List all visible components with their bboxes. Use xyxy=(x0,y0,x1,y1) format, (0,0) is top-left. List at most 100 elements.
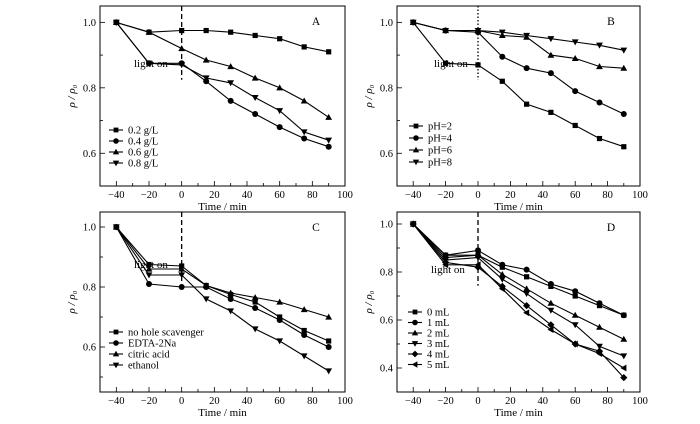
data-point xyxy=(475,62,481,68)
x-tick-label: 80 xyxy=(307,190,318,201)
x-tick-label: −40 xyxy=(405,396,421,407)
data-point xyxy=(203,27,209,34)
data-point xyxy=(498,285,505,293)
legend-marker xyxy=(412,309,418,315)
legend-item: citric acid xyxy=(109,350,170,361)
data-point xyxy=(178,284,185,290)
legend-item: pH=4 xyxy=(409,134,453,145)
x-tick-label: 60 xyxy=(570,190,581,201)
legend-item: 0.8 g/L xyxy=(109,159,158,170)
x-tick-label: 80 xyxy=(602,190,613,201)
x-axis-label: Time / min xyxy=(198,201,247,213)
x-axis-label: Time / min xyxy=(494,407,543,419)
legend-marker xyxy=(411,329,419,336)
data-point xyxy=(409,220,416,228)
legend-item: EDTA-2Na xyxy=(109,339,176,350)
data-point xyxy=(523,291,530,297)
legend-marker xyxy=(412,319,418,326)
x-tick-label: 40 xyxy=(538,190,549,201)
legend-marker xyxy=(413,135,419,141)
data-point xyxy=(443,60,449,66)
y-axis-label: ρ / ρ₀ xyxy=(66,84,78,108)
legend-label: pH=8 xyxy=(428,158,452,169)
legend-label: 0.6 g/L xyxy=(128,148,158,159)
legend-item: no hole scavenger xyxy=(109,328,204,339)
data-point xyxy=(547,299,555,306)
data-point xyxy=(326,49,332,55)
data-point xyxy=(547,70,554,77)
data-point xyxy=(325,313,333,320)
legend-label: pH=4 xyxy=(428,134,453,145)
data-point xyxy=(178,272,186,279)
data-point xyxy=(499,53,506,60)
data-point xyxy=(523,32,530,39)
legend-item: 0.6 g/L xyxy=(109,148,158,159)
y-tick-label: 0.8 xyxy=(83,83,96,94)
data-point xyxy=(572,122,578,129)
data-point xyxy=(325,344,332,350)
data-point xyxy=(178,62,186,69)
x-tick-label: 80 xyxy=(307,396,318,407)
panel-label: D xyxy=(607,222,615,234)
data-point xyxy=(474,27,482,34)
y-tick-label: 1.0 xyxy=(380,220,393,231)
data-point xyxy=(178,45,186,52)
x-tick-label: 60 xyxy=(570,396,581,407)
data-point xyxy=(146,281,152,287)
data-point xyxy=(547,281,554,287)
data-point xyxy=(474,255,482,261)
data-point xyxy=(252,305,259,311)
legend-item: 0.4 g/L xyxy=(109,137,158,148)
x-tick-label: 20 xyxy=(209,396,220,407)
legend-item: 5 mL xyxy=(408,360,449,371)
panel-label: C xyxy=(312,222,320,234)
data-point xyxy=(325,113,333,120)
y-tick-label: 0.6 xyxy=(380,149,393,160)
legend-marker xyxy=(411,361,418,368)
legend-label: 0.4 g/L xyxy=(128,137,158,148)
legend-item: 0.2 g/L xyxy=(109,126,158,137)
data-point xyxy=(252,111,259,117)
data-point xyxy=(276,108,284,115)
legend-item: pH=6 xyxy=(409,146,452,157)
data-point xyxy=(227,308,235,315)
y-axis-label: ρ / ρ₀ xyxy=(363,84,375,108)
data-point xyxy=(409,19,417,26)
x-axis-label: Time / min xyxy=(198,407,247,419)
data-point xyxy=(252,299,258,305)
x-tick-label: 40 xyxy=(242,396,253,407)
x-tick-label: 40 xyxy=(538,396,549,407)
x-tick-label: 100 xyxy=(632,190,648,201)
data-point xyxy=(301,44,307,50)
series-4 xyxy=(112,224,333,375)
data-point xyxy=(499,261,506,268)
legend-label: 0.2 g/L xyxy=(128,126,158,137)
data-point xyxy=(572,288,579,295)
x-tick-label: 60 xyxy=(274,190,285,201)
legend-label: 0 mL xyxy=(427,308,449,319)
legend-marker xyxy=(112,350,120,357)
data-point xyxy=(524,274,530,280)
data-point xyxy=(442,261,449,269)
data-point xyxy=(301,135,308,142)
panel-label: A xyxy=(312,16,321,28)
data-point xyxy=(620,64,628,71)
panel-d: −40 −20 0 20 40 60 80 100 0.4 0.6 0.8 1.0 Time / min… xyxy=(363,211,648,419)
legend-marker xyxy=(412,159,420,166)
series-1 xyxy=(113,19,332,55)
x-tick-label: −40 xyxy=(108,396,124,407)
data-point xyxy=(227,289,235,296)
legend-label: EDTA-2Na xyxy=(128,339,176,350)
data-point xyxy=(301,332,308,338)
data-point xyxy=(498,271,506,277)
data-point xyxy=(571,54,579,61)
x-tick-label: 0 xyxy=(475,190,480,201)
legend-label: 0.8 g/L xyxy=(128,159,158,170)
data-point xyxy=(252,32,258,39)
legend-label: 5 mL xyxy=(427,360,449,371)
y-tick-label: 0.8 xyxy=(83,283,96,294)
y-tick-label: 0.8 xyxy=(380,268,393,279)
x-tick-label: −20 xyxy=(437,396,453,407)
legend-marker xyxy=(413,123,419,129)
x-axis-label: Time / min xyxy=(494,201,543,213)
